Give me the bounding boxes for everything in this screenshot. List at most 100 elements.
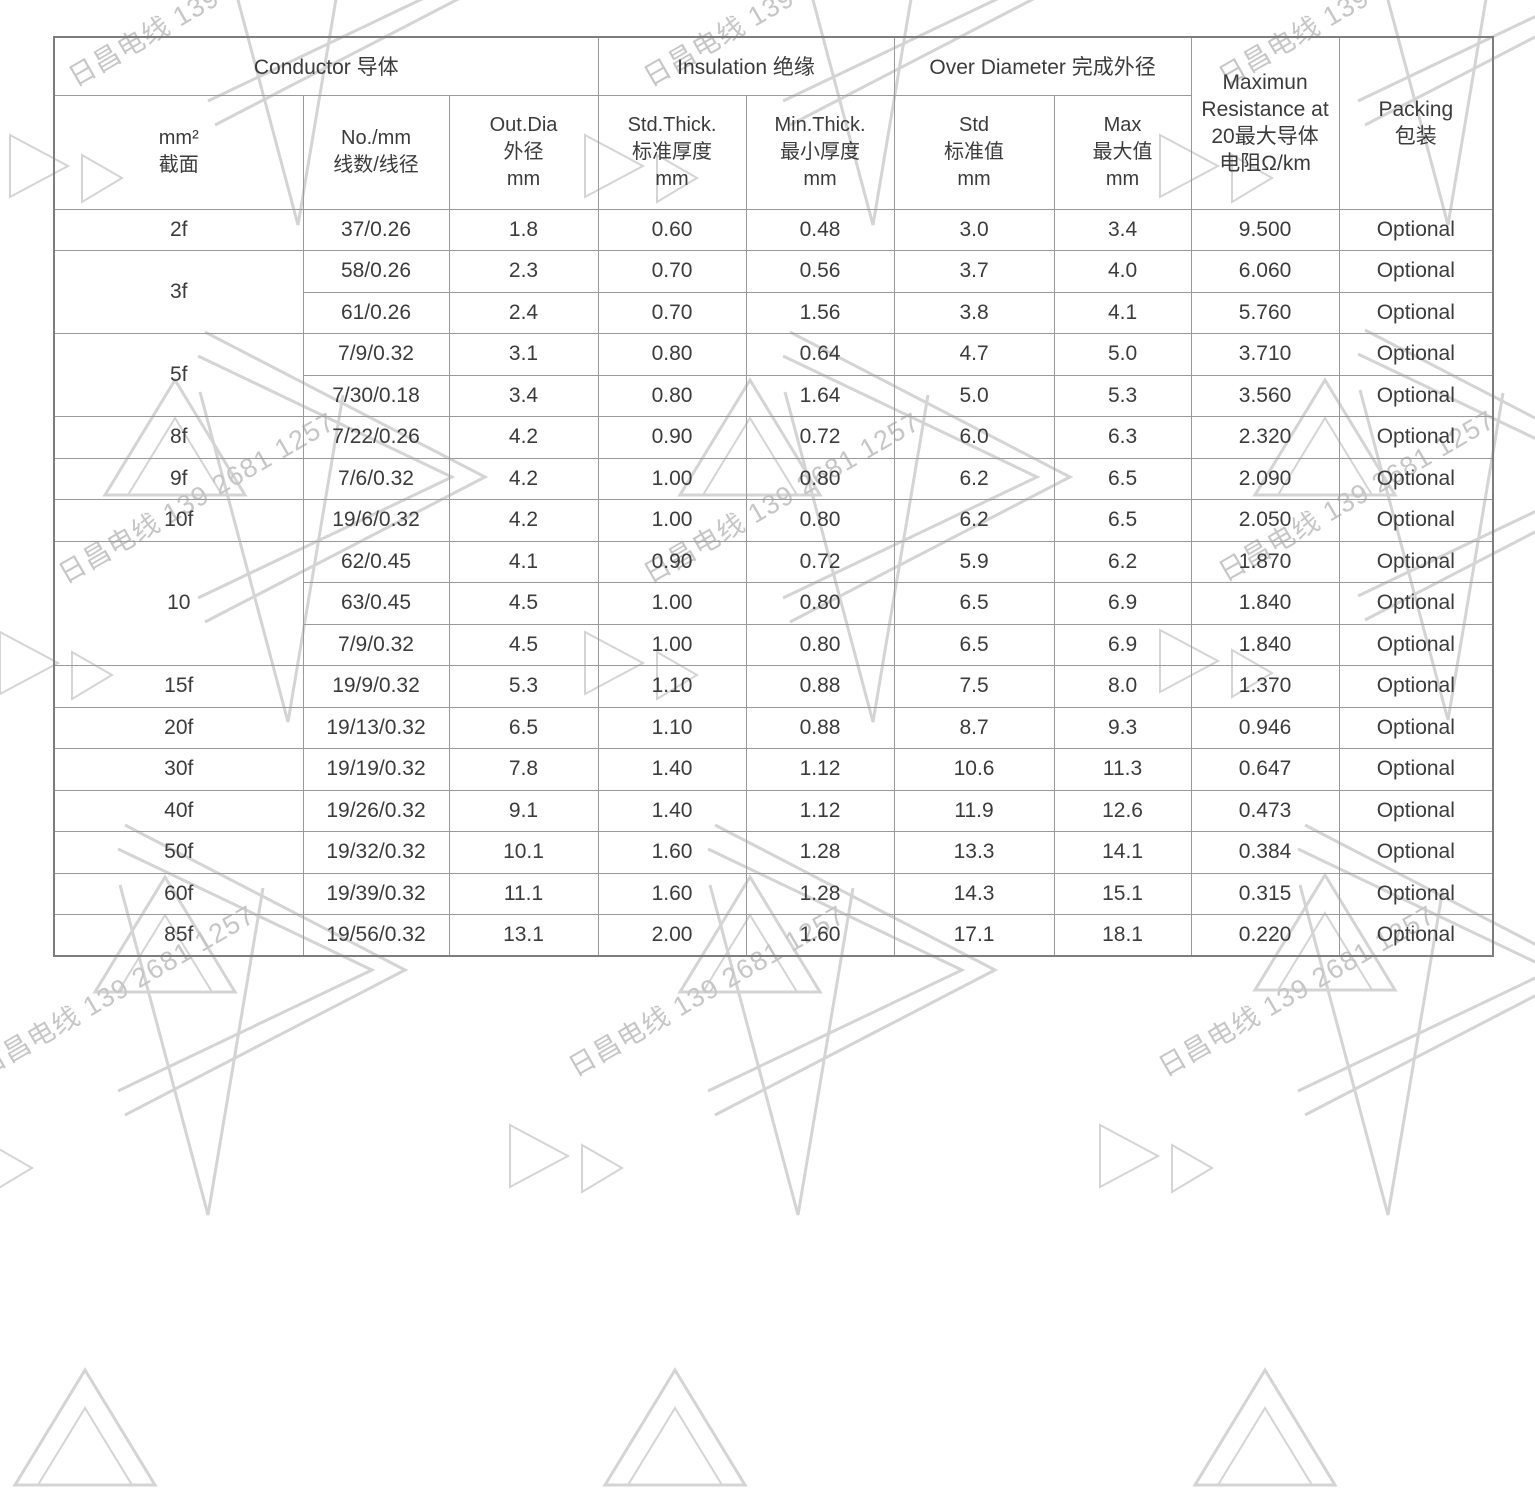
table-cell: 1.60 — [597, 872, 747, 915]
header-cross-section: mm² 截面 — [53, 94, 304, 210]
table-cell: 19/39/0.32 — [302, 872, 450, 915]
table-cell: 4.1 — [448, 540, 599, 583]
table-cell: Optional — [1338, 540, 1494, 583]
table-cell: 6.5 — [448, 706, 599, 749]
table-cell: Optional — [1338, 748, 1494, 791]
table-row: 60f 19/39/0.32 11.1 1.60 1.28 14.3 15.1 0.315 Op… — [53, 872, 1494, 915]
table-cell: 1.12 — [745, 748, 895, 791]
table-cell: 0.384 — [1190, 831, 1340, 874]
table-cell: 3.560 — [1190, 374, 1340, 417]
size-cell: 8f — [53, 416, 304, 459]
table-cell: 0.315 — [1190, 872, 1340, 915]
table-row: 7/9/0.32 4.5 1.00 0.80 6.5 6.9 1.840 Optional — [54, 623, 1494, 666]
table-cell: 11.3 — [1053, 748, 1192, 791]
table-cell: 5.9 — [893, 540, 1055, 583]
size-cell: 15f — [53, 665, 304, 708]
table-row: 2f 37/0.26 1.8 0.60 0.48 3.0 3.4 9.500 Optional — [53, 208, 1494, 251]
table-cell: 0.80 — [597, 333, 747, 376]
table-cell: 6.2 — [893, 499, 1055, 542]
header-od-max: Max 最大值 mm — [1053, 94, 1192, 210]
table-cell: 2.050 — [1190, 499, 1340, 542]
table-cell: 6.060 — [1190, 250, 1340, 293]
table-cell: 3.7 — [893, 250, 1055, 293]
table-cell: Optional — [1338, 291, 1494, 334]
table-cell: 6.9 — [1053, 623, 1192, 666]
table-cell: 4.0 — [1053, 250, 1192, 293]
table-cell: 1.00 — [597, 582, 747, 625]
table-cell: 10.6 — [893, 748, 1055, 791]
table-cell: 0.473 — [1190, 789, 1340, 832]
table-cell: 1.60 — [597, 831, 747, 874]
size-cell: 50f — [53, 831, 304, 874]
table-cell: 2.320 — [1190, 416, 1340, 459]
table-cell: 3.1 — [448, 333, 599, 376]
table-cell: 15.1 — [1053, 872, 1192, 915]
size-cell: 9f — [53, 457, 304, 500]
table-cell: 0.946 — [1190, 706, 1340, 749]
table-cell: 0.80 — [745, 499, 895, 542]
size-cell: 5f — [53, 333, 304, 417]
table-row: 50f 19/32/0.32 10.1 1.60 1.28 13.3 14.1 0.384 Op… — [53, 831, 1494, 874]
table-cell: 1.60 — [745, 914, 895, 957]
table-cell: 11.1 — [448, 872, 599, 915]
table-row: 30f 19/19/0.32 7.8 1.40 1.12 10.6 11.3 0.647 Opt… — [53, 748, 1494, 791]
table-cell: 1.28 — [745, 872, 895, 915]
table-cell: 0.72 — [745, 540, 895, 583]
size-cell: 20f — [53, 706, 304, 749]
header-min-thick: Min.Thick. 最小厚度 mm — [745, 94, 895, 210]
table-cell: 9.500 — [1190, 208, 1340, 251]
table-cell: 6.3 — [1053, 416, 1192, 459]
table-row: 8f 7/22/0.26 4.2 0.90 0.72 6.0 6.3 2.320 Optiona… — [53, 416, 1494, 459]
table-cell: 0.70 — [597, 250, 747, 293]
header-group-insulation: Insulation 绝缘 — [597, 36, 895, 96]
header-std-thick: Std.Thick. 标准厚度 mm — [597, 94, 747, 210]
table-cell: 1.40 — [597, 748, 747, 791]
table-cell: Optional — [1338, 706, 1494, 749]
header-group-conductor: Conductor 导体 — [53, 36, 599, 96]
table-row: 15f 19/9/0.32 5.3 1.10 0.88 7.5 8.0 1.370 Option… — [53, 665, 1494, 708]
table-row: 85f 19/56/0.32 13.1 2.00 1.60 17.1 18.1 0.220 Op… — [53, 914, 1494, 957]
header-od-std: Std 标准值 mm — [893, 94, 1055, 210]
table-cell: Optional — [1338, 333, 1494, 376]
table-cell: 3.4 — [448, 374, 599, 417]
table-cell: 19/26/0.32 — [302, 789, 450, 832]
table-cell: 0.80 — [597, 374, 747, 417]
table-row: 9f 7/6/0.32 4.2 1.00 0.80 6.2 6.5 2.090 Optional — [53, 457, 1494, 500]
table-cell: 0.647 — [1190, 748, 1340, 791]
table-cell: 3.8 — [893, 291, 1055, 334]
table-cell: 19/6/0.32 — [302, 499, 450, 542]
table-cell: 1.870 — [1190, 540, 1340, 583]
table-row: 10f 19/6/0.32 4.2 1.00 0.80 6.2 6.5 2.050 Option… — [53, 499, 1494, 542]
table-cell: 1.10 — [597, 665, 747, 708]
table-cell: 14.3 — [893, 872, 1055, 915]
table-cell: 1.840 — [1190, 623, 1340, 666]
table-cell: 18.1 — [1053, 914, 1192, 957]
header-packing: Packing 包装 — [1338, 36, 1494, 210]
table-cell: 12.6 — [1053, 789, 1192, 832]
table-cell: 17.1 — [893, 914, 1055, 957]
table-cell: 0.90 — [597, 540, 747, 583]
size-cell: 40f — [53, 789, 304, 832]
table-cell: 14.1 — [1053, 831, 1192, 874]
table-cell: 19/32/0.32 — [302, 831, 450, 874]
table-cell: 6.2 — [893, 457, 1055, 500]
header-no-mm: No./mm 线数/线径 — [302, 94, 450, 210]
table-cell: 6.5 — [893, 623, 1055, 666]
table-cell: 7/6/0.32 — [302, 457, 450, 500]
table-cell: 11.9 — [893, 789, 1055, 832]
table-cell: Optional — [1338, 208, 1494, 251]
table-cell: 3.4 — [1053, 208, 1192, 251]
table-cell: 6.5 — [1053, 499, 1192, 542]
table-cell: 1.370 — [1190, 665, 1340, 708]
table-row: 7/30/0.18 3.4 0.80 1.64 5.0 5.3 3.560 Optional — [54, 374, 1494, 417]
table-cell: 1.10 — [597, 706, 747, 749]
table-cell: Optional — [1338, 499, 1494, 542]
table-cell: 7.8 — [448, 748, 599, 791]
table-cell: 1.00 — [597, 623, 747, 666]
table-row: 10 62/0.45 4.1 0.90 0.72 5.9 6.2 1.870 Optional — [53, 540, 1494, 666]
table-cell: 0.56 — [745, 250, 895, 293]
table-cell: 63/0.45 — [302, 582, 450, 625]
size-cell: 10 — [53, 540, 304, 666]
table-cell: 5.3 — [1053, 374, 1192, 417]
